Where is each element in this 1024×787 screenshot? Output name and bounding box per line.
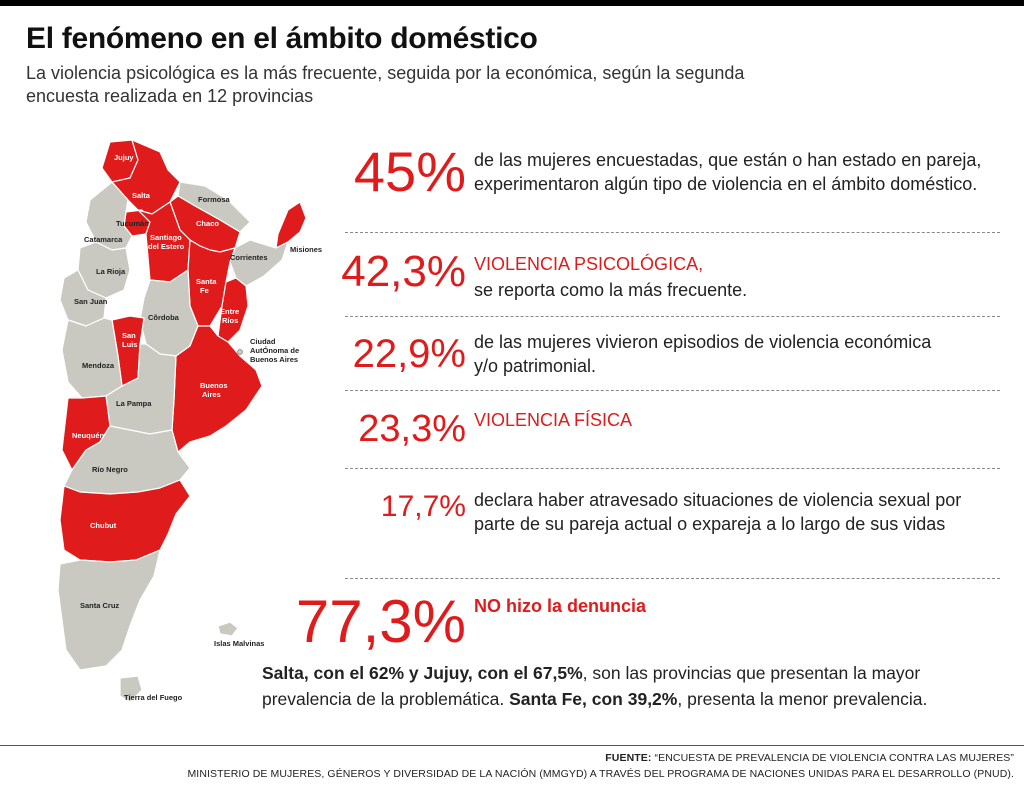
page-subtitle: La violencia psicológica es la más frecu… xyxy=(26,63,745,106)
label-neuquen: Neuquén xyxy=(72,431,105,440)
province-mendoza xyxy=(61,317,123,399)
label-buenos-aires-1: Buenos xyxy=(200,381,228,390)
label-buenos-aires-2: Aires xyxy=(202,390,221,399)
summary-paragraph: Salta, con el 62% y Jujuy, con el 67,5%,… xyxy=(262,660,1002,712)
province-misiones xyxy=(275,201,307,249)
separator xyxy=(345,468,1000,469)
province-entre-rios xyxy=(217,277,249,343)
stat-value-denuncia: 77,3% xyxy=(295,588,466,655)
stat-highlight-fisica: VIOLENCIA FÍSICA xyxy=(474,410,633,430)
label-san-luis-2: Luis xyxy=(122,340,137,349)
summary-bold-2: Santa Fe, con 39,2% xyxy=(509,689,678,709)
label-tucuman: Tucumán xyxy=(116,219,149,228)
footer-rule xyxy=(0,745,1024,746)
label-cordoba: Cõrdoba xyxy=(148,313,180,322)
label-misiones: Misiones xyxy=(290,245,322,254)
label-jujuy: Jujuy xyxy=(114,153,134,162)
argentina-map: Jujuy Salta Formosa Chaco Misiones Tucum… xyxy=(57,139,322,703)
province-corrientes xyxy=(229,239,289,287)
stat-text-economica: de las mujeres vivieron episodios de vio… xyxy=(474,332,932,376)
stat-value-sexual: 17,7% xyxy=(380,490,466,523)
separator xyxy=(345,232,1000,233)
label-caba-3: Buenos Aires xyxy=(250,355,298,364)
label-corrientes: Corrientes xyxy=(230,253,268,262)
label-la-rioja: La Rioja xyxy=(96,267,126,276)
source-line: FUENTE: “ENCUESTA DE PREVALENCIA DE VIOL… xyxy=(605,752,1014,764)
label-entre-rios-1: Entre xyxy=(220,307,239,316)
label-caba-1: Ciudad xyxy=(250,337,276,346)
stat-text-total: de las mujeres encuestadas, que están o … xyxy=(474,150,982,194)
province-malvinas xyxy=(217,621,239,637)
separator xyxy=(345,316,1000,317)
stat-highlight-psicologica: VIOLENCIA PSICOLÓGICA, xyxy=(474,254,704,274)
province-chubut xyxy=(59,479,191,563)
label-formosa: Formosa xyxy=(198,195,231,204)
summary-bold-1: Salta, con el 62% y Jujuy, con el 67,5% xyxy=(262,663,583,683)
label-mendoza: Mendoza xyxy=(82,361,115,370)
stat-highlight-denuncia: NO hizo la denuncia xyxy=(474,596,647,616)
label-santa-fe-1: Santa xyxy=(196,277,217,286)
label-caba-2: AutÓnoma de xyxy=(250,346,299,355)
source-text: “ENCUESTA DE PREVALENCIA DE VIOLENCIA CO… xyxy=(651,752,1014,764)
separator xyxy=(345,578,1000,579)
province-santa-cruz xyxy=(57,549,161,671)
stat-text-psicologica: se reporta como la más frecuente. xyxy=(474,280,748,300)
label-santa-fe-2: Fe xyxy=(200,286,209,295)
label-chaco: Chaco xyxy=(196,219,219,228)
label-entre-rios-2: Ríos xyxy=(222,316,238,325)
summary-text-2: , presenta la menor prevalencia. xyxy=(677,689,928,709)
summary-text-1: , son las provincias que presentan la ma… xyxy=(262,663,921,709)
province-catamarca xyxy=(85,181,133,251)
label-san-juan: San Juan xyxy=(74,297,108,306)
ministry-credit: MINISTERIO DE MUJERES, GÉNEROS Y DIVERSI… xyxy=(187,768,1014,780)
label-santiago-1: Santiago xyxy=(150,233,182,242)
label-santa-cruz: Santa Cruz xyxy=(80,601,119,610)
province-caba xyxy=(237,349,243,355)
stat-value-economica: 22,9% xyxy=(352,332,466,376)
label-salta: Salta xyxy=(132,191,151,200)
label-rio-negro: Río Negro xyxy=(92,465,128,474)
label-san-luis-1: San xyxy=(122,331,136,340)
label-malvinas: Islas Malvinas xyxy=(214,639,264,648)
label-la-pampa: La Pampa xyxy=(116,399,152,408)
label-catamarca: Catamarca xyxy=(84,235,123,244)
top-rule xyxy=(0,0,1024,6)
source-label: FUENTE: xyxy=(605,752,652,764)
label-chubut: Chubut xyxy=(90,521,117,530)
stat-value-fisica: 23,3% xyxy=(358,408,466,450)
label-tierra-del-fuego: Tierra del Fuego xyxy=(124,693,183,702)
page-title: El fenómeno en el ámbito doméstico xyxy=(26,22,538,55)
label-santiago-2: del Estero xyxy=(148,242,185,251)
province-tierra-del-fuego xyxy=(119,675,143,703)
stat-value-total: 45% xyxy=(353,140,466,203)
separator xyxy=(345,390,1000,391)
stat-text-sexual: declara haber atravesado situaciones de … xyxy=(474,490,962,534)
stat-value-psicologica: 42,3% xyxy=(341,247,466,296)
